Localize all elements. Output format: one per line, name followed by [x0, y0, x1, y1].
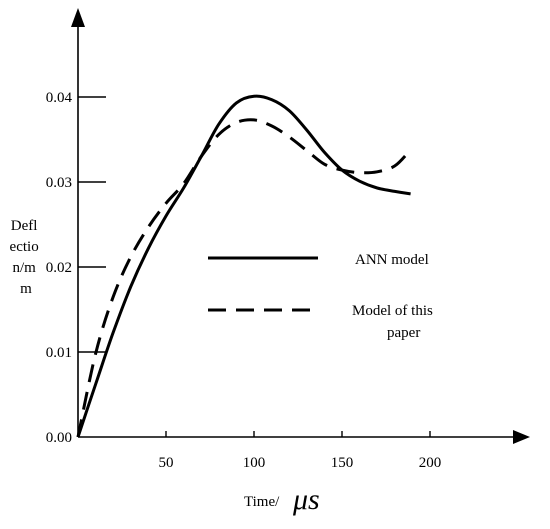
y-axis-label-line: n/m — [12, 260, 36, 276]
y-tick-label: 0.00 — [46, 430, 72, 446]
y-axis-arrow — [71, 8, 85, 27]
legend-label: Model of this — [352, 303, 433, 319]
x-axis-label: Time/ — [244, 494, 280, 510]
x-tick-label: 200 — [419, 455, 442, 471]
y-tick-label: 0.04 — [46, 90, 73, 106]
x-tick-label: 100 — [243, 455, 266, 471]
x-axis-arrow — [513, 430, 530, 444]
y-axis-label-line: m — [20, 281, 32, 297]
y-axis-label-line: Defl — [11, 218, 38, 234]
x-tick-label: 50 — [159, 455, 174, 471]
series-line-ann-model — [76, 94, 411, 438]
legend-label: paper — [387, 325, 420, 341]
x-axis-unit: μs — [292, 483, 320, 516]
series-line-model-of-this-paper — [76, 118, 412, 438]
y-axis-label-line: ectio — [10, 239, 39, 255]
y-tick-label: 0.03 — [46, 175, 72, 191]
y-tick-label: 0.02 — [46, 260, 72, 276]
y-tick-label: 0.01 — [46, 345, 72, 361]
y-axis-label: Defl ectio n/m m — [10, 218, 43, 297]
legend: ANN model Model of this paper — [208, 252, 433, 341]
legend-label: ANN model — [355, 252, 429, 268]
x-tick-label: 150 — [331, 455, 354, 471]
